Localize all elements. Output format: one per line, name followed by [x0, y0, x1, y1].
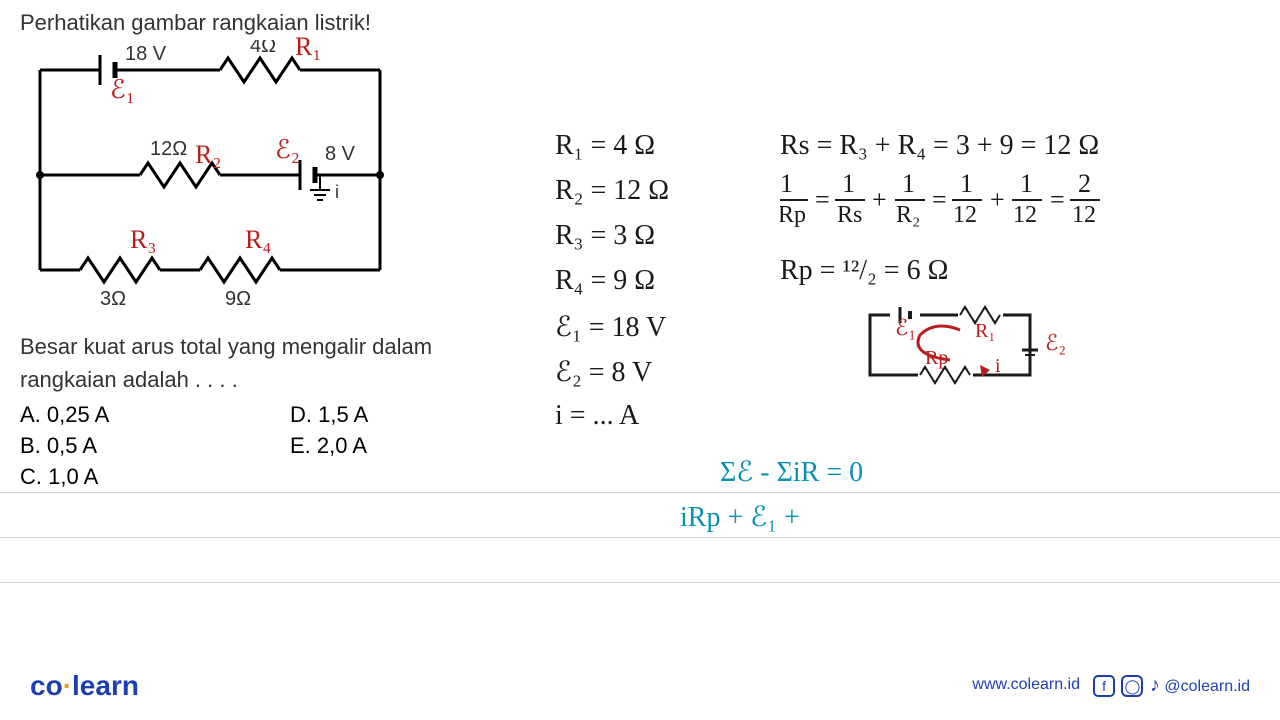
- svg-text:8 V: 8 V: [325, 143, 356, 165]
- sketch-i: i: [995, 355, 1001, 378]
- option-e: E. 2,0 A: [290, 431, 368, 462]
- option-a: A. 0,25 A: [20, 400, 109, 431]
- svg-text:18 V: 18 V: [125, 43, 167, 65]
- option-b: B. 0,5 A: [20, 431, 109, 462]
- svg-text:12: 12: [1072, 202, 1096, 228]
- sketch-r1: R₁: [975, 320, 995, 343]
- circuit-diagram: 18 V 4Ω 12Ω 8 V i 3Ω 9Ω R₁ ℰ₁ R₂ ℰ₂ R₃ R…: [20, 40, 400, 320]
- svg-text:Rs: Rs: [837, 202, 862, 228]
- svg-text:=: =: [1050, 185, 1065, 214]
- svg-text:1: 1: [902, 170, 915, 198]
- work-r4: R₄ = 9 Ω: [555, 265, 655, 297]
- r1-label: R₁: [295, 32, 321, 62]
- r4-label: R₄: [245, 225, 271, 255]
- svg-text:4Ω: 4Ω: [250, 40, 276, 57]
- sketch-e1: ℰ₁: [895, 315, 916, 341]
- work-r1: R₁ = 4 Ω: [555, 130, 655, 162]
- svg-text:2: 2: [1078, 170, 1091, 198]
- r2-label: R₂: [195, 140, 221, 170]
- sketch-e2: ℰ₂: [1045, 330, 1066, 356]
- option-d: D. 1,5 A: [290, 400, 368, 431]
- e1-label: ℰ₁: [110, 75, 135, 105]
- options-col1: A. 0,25 A B. 0,5 A C. 1,0 A: [20, 400, 109, 492]
- social-handles: f ◯ ♪ @colearn.id: [1093, 674, 1250, 697]
- svg-text:R₂: R₂: [896, 202, 920, 228]
- svg-text:1: 1: [960, 170, 973, 198]
- svg-text:12Ω: 12Ω: [150, 138, 187, 160]
- svg-text:3Ω: 3Ω: [100, 288, 126, 310]
- svg-text:=: =: [815, 185, 830, 214]
- kirchhoff-expand: iRp + ℰ₁ +: [680, 500, 800, 534]
- social-handle: @colearn.id: [1164, 678, 1250, 695]
- r3-label: R₃: [130, 225, 156, 255]
- logo-co: co: [30, 670, 63, 701]
- facebook-icon: f: [1093, 675, 1115, 697]
- logo: co·learn: [30, 670, 139, 702]
- work-e1: ℰ₁ = 18 V: [555, 310, 666, 344]
- svg-text:=: =: [932, 185, 947, 214]
- footer: co·learn www.colearn.id f ◯ ♪ @colearn.i…: [0, 662, 1280, 702]
- kirchhoff-law: Σℰ - ΣiR = 0: [720, 455, 863, 489]
- e2-label: ℰ₂: [275, 135, 300, 165]
- work-e2: ℰ₂ = 8 V: [555, 355, 652, 389]
- work-rp: Rp = ¹²/₂ = 6 Ω: [780, 255, 948, 287]
- svg-text:+: +: [872, 185, 887, 214]
- logo-dot: ·: [63, 670, 72, 701]
- tiktok-icon: ♪: [1150, 674, 1160, 696]
- work-i: i = ... A: [555, 400, 639, 432]
- work-rs: Rs = R₃ + R₄ = 3 + 9 = 12 Ω: [780, 130, 1099, 162]
- svg-text:12: 12: [1013, 202, 1037, 228]
- svg-text:i: i: [335, 182, 339, 202]
- svg-text:+: +: [990, 185, 1005, 214]
- instagram-icon: ◯: [1121, 675, 1143, 697]
- work-r2: R₂ = 12 Ω: [555, 175, 669, 207]
- svg-text:12: 12: [953, 202, 977, 228]
- question-text: Besar kuat arus total yang mengalir dala…: [20, 330, 520, 396]
- sketch-circuit: ℰ₁ R₁ Rp ℰ₂ i: [850, 295, 1090, 400]
- svg-text:1: 1: [842, 170, 855, 198]
- work-rp-frac: 1 Rp = 1 Rs + 1 R₂ = 1 12 + 1 12 = 2 12: [780, 170, 1240, 238]
- divider-3: [0, 582, 1280, 583]
- options-col2: D. 1,5 A E. 2,0 A: [290, 400, 368, 462]
- sketch-rp: Rp: [925, 347, 948, 370]
- logo-learn: learn: [72, 670, 139, 701]
- svg-text:1: 1: [1020, 170, 1033, 198]
- website-url: www.colearn.id: [972, 676, 1080, 694]
- work-r3: R₃ = 3 Ω: [555, 220, 655, 252]
- svg-text:9Ω: 9Ω: [225, 288, 251, 310]
- svg-text:1: 1: [780, 170, 793, 198]
- divider-1: [0, 492, 1280, 493]
- divider-2: [0, 537, 1280, 538]
- svg-text:Rp: Rp: [780, 202, 806, 228]
- option-c: C. 1,0 A: [20, 462, 109, 493]
